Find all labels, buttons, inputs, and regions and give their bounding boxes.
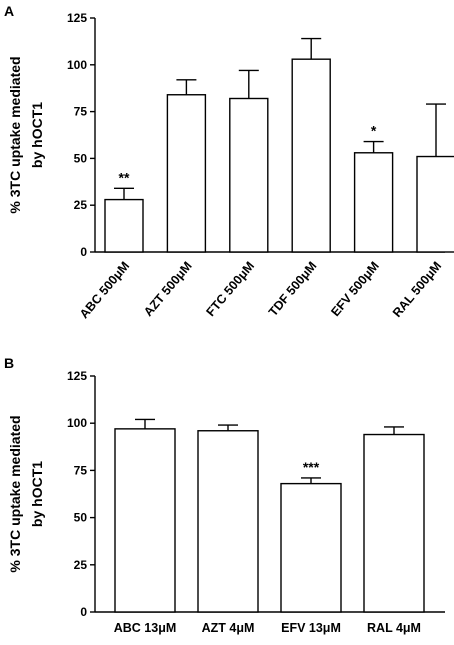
bar <box>104 198 144 253</box>
x-category-label: ABC 500μM <box>77 259 132 321</box>
y-axis-title: % 3TC uptake mediated <box>7 56 23 213</box>
x-category-label: FTC 500μM <box>204 259 258 319</box>
bar <box>363 433 425 613</box>
bar <box>416 155 454 253</box>
y-tick-label: 25 <box>74 558 88 572</box>
x-category-label: EFV 500μM <box>328 259 382 319</box>
bar <box>280 482 342 613</box>
chart-panel-a: A 0 25 50 75 100 125 % 3TC uptake mediated by hO… <box>4 3 454 321</box>
bar <box>166 94 207 253</box>
x-category-label: AZT 500μM <box>141 259 195 319</box>
significance-marker: *** <box>303 459 320 475</box>
y-tick-label: 100 <box>67 416 87 430</box>
y-axis-title: by hOCT1 <box>29 102 45 168</box>
y-tick-label: 75 <box>74 105 88 119</box>
x-category-label: RAL 4μM <box>367 621 421 635</box>
bar <box>353 152 394 253</box>
y-tick-label: 50 <box>74 151 88 165</box>
x-category-label: AZT 4μM <box>202 621 255 635</box>
y-tick-label: 75 <box>74 463 88 477</box>
y-tick-label: 125 <box>67 369 87 383</box>
bar <box>197 430 259 613</box>
panel-label: B <box>4 355 14 371</box>
y-tick-label: 0 <box>80 605 87 619</box>
y-tick-label: 0 <box>80 245 87 259</box>
bar <box>229 97 269 253</box>
y-axis-title: % 3TC uptake mediated <box>7 415 23 572</box>
bar <box>114 428 176 613</box>
x-category-label: ABC 13μM <box>114 621 177 635</box>
significance-marker: * <box>371 123 377 139</box>
y-tick-label: 125 <box>67 11 87 25</box>
x-category-label: EFV 13μM <box>281 621 341 635</box>
chart-panel-b: B 0 25 50 75 100 125 % 3TC uptake mediated by hO… <box>4 355 445 635</box>
y-tick-label: 100 <box>67 58 87 72</box>
y-axis-title: by hOCT1 <box>29 461 45 527</box>
significance-marker: ** <box>119 169 130 185</box>
x-category-label: TDF 500μM <box>266 259 320 319</box>
x-category-label: RAL 500μM <box>390 259 444 320</box>
bar <box>291 58 331 253</box>
y-tick-label: 25 <box>74 198 88 212</box>
y-tick-label: 50 <box>74 511 88 525</box>
panel-label: A <box>4 3 14 19</box>
